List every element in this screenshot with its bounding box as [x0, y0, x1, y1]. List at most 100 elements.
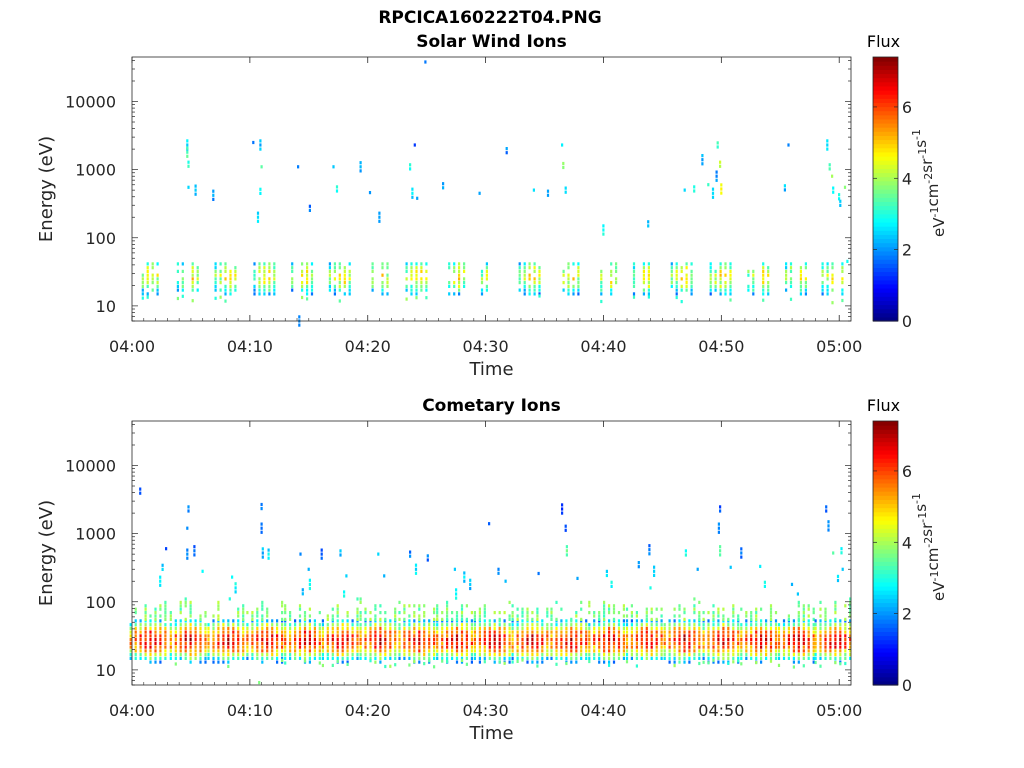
colorbar-swatch — [873, 594, 898, 599]
spectrogram-cell — [792, 660, 795, 664]
spectrogram-cell — [266, 634, 269, 638]
spectrogram-cell — [303, 614, 307, 618]
spectrogram-cell — [684, 549, 687, 553]
spectrogram-cell — [446, 653, 449, 657]
spectrogram-cell — [719, 160, 722, 164]
spectrogram-cell — [313, 656, 316, 660]
spectrogram-cell — [849, 649, 852, 653]
spectrogram-cell — [164, 649, 167, 653]
spectrogram-cell — [712, 653, 715, 657]
spectrogram-cell — [174, 649, 177, 653]
spectrogram-cell — [369, 641, 372, 645]
spectrogram-cell — [217, 617, 220, 621]
colorbar-swatch — [873, 540, 898, 546]
spectrogram-cell — [660, 641, 663, 645]
spectrogram-cell — [351, 623, 354, 627]
y-axis-label: Energy (eV) — [36, 500, 57, 606]
spectrogram-cell — [678, 607, 681, 611]
spectrogram-cell — [258, 284, 261, 288]
spectrogram-cell — [600, 281, 603, 285]
spectrogram-cell — [161, 563, 164, 567]
colorbar-swatch — [873, 614, 898, 620]
spectrogram-cell — [129, 623, 132, 627]
spectrogram-cell — [141, 288, 144, 292]
spectrogram-cell — [650, 626, 653, 630]
spectrogram-cell — [827, 520, 830, 524]
spectrogram-cell — [812, 641, 815, 645]
spectrogram-cell — [266, 623, 269, 627]
spectrogram-cell — [702, 611, 705, 615]
spectrogram-cell — [356, 597, 359, 601]
spectrogram-cell — [364, 641, 367, 645]
spectrogram-cell — [678, 619, 681, 623]
spectrogram-cell — [617, 656, 621, 660]
spectrogram-cell — [276, 641, 279, 645]
spectrogram-cell — [379, 617, 382, 621]
spectrogram-cell — [446, 600, 449, 604]
spectrogram-cell — [256, 219, 260, 223]
spectrogram-cell — [423, 645, 426, 649]
spectrogram-cell — [834, 661, 837, 665]
colorbar-swatch — [873, 259, 898, 264]
spectrogram-cell — [503, 656, 506, 660]
spectrogram-cell — [839, 626, 842, 630]
spectrogram-cell — [828, 163, 831, 167]
plot-area — [132, 57, 851, 321]
spectrogram-cell — [194, 653, 197, 657]
spectrogram-cell — [374, 656, 377, 660]
spectrogram-cell — [632, 292, 636, 296]
spectrogram-cell — [246, 656, 249, 660]
spectrogram-cell — [194, 641, 197, 645]
spectrogram-cell — [541, 653, 544, 657]
spectrogram-cell — [191, 262, 194, 266]
spectrogram-cell — [668, 634, 671, 638]
spectrogram-cell — [640, 626, 643, 630]
spectrogram-cell — [420, 284, 423, 288]
spectrogram-cell — [294, 638, 297, 642]
spectrogram-cell — [348, 277, 351, 281]
spectrogram-cell — [526, 626, 529, 630]
colorbar-swatch — [873, 255, 898, 260]
spectrogram-cell — [204, 656, 207, 660]
spectrogram-cell — [617, 611, 621, 615]
spectrogram-cell — [799, 277, 802, 281]
spectrogram-cell — [326, 638, 329, 642]
spectrogram-cell — [580, 634, 583, 638]
spectrogram-cell — [516, 617, 519, 621]
spectrogram-cell — [493, 630, 496, 634]
spectrogram-cell — [409, 554, 412, 558]
spectrogram-cell — [698, 617, 701, 621]
spectrogram-cell — [418, 626, 421, 630]
colorbar-swatch — [873, 230, 898, 235]
spectrogram-cell — [394, 614, 397, 618]
spectrogram-cell — [580, 617, 583, 621]
colorbar-swatch — [873, 619, 898, 624]
spectrogram-cell — [503, 649, 506, 653]
spectrogram-cell — [612, 645, 616, 649]
spectrogram-cell — [570, 634, 573, 638]
spectrogram-cell — [151, 288, 154, 292]
spectrogram-cell — [212, 197, 215, 201]
spectrogram-cell — [608, 638, 611, 642]
spectrogram-cell — [242, 604, 245, 608]
spectrogram-cell — [448, 281, 451, 285]
spectrogram-cell — [814, 638, 817, 642]
spectrogram-cell — [267, 552, 270, 556]
spectrogram-cell — [774, 611, 778, 615]
spectrogram-cell — [310, 281, 314, 285]
colorbar-swatch — [873, 635, 898, 641]
spectrogram-cell — [493, 656, 496, 660]
spectrogram-cell — [849, 600, 852, 604]
spectrogram-cell — [632, 262, 636, 266]
spectrogram-cell — [598, 656, 601, 660]
spectrogram-cell — [660, 653, 663, 657]
spectrogram-cell — [782, 653, 786, 657]
spectrogram-cell — [622, 656, 625, 660]
spectrogram-cell — [359, 656, 362, 660]
colorbar-swatch — [873, 312, 898, 318]
spectrogram-cell — [414, 571, 418, 575]
spectrogram-cell — [381, 266, 384, 270]
spectrogram-cell — [707, 656, 710, 660]
spectrogram-cell — [635, 623, 638, 627]
spectrogram-cell — [722, 653, 725, 657]
